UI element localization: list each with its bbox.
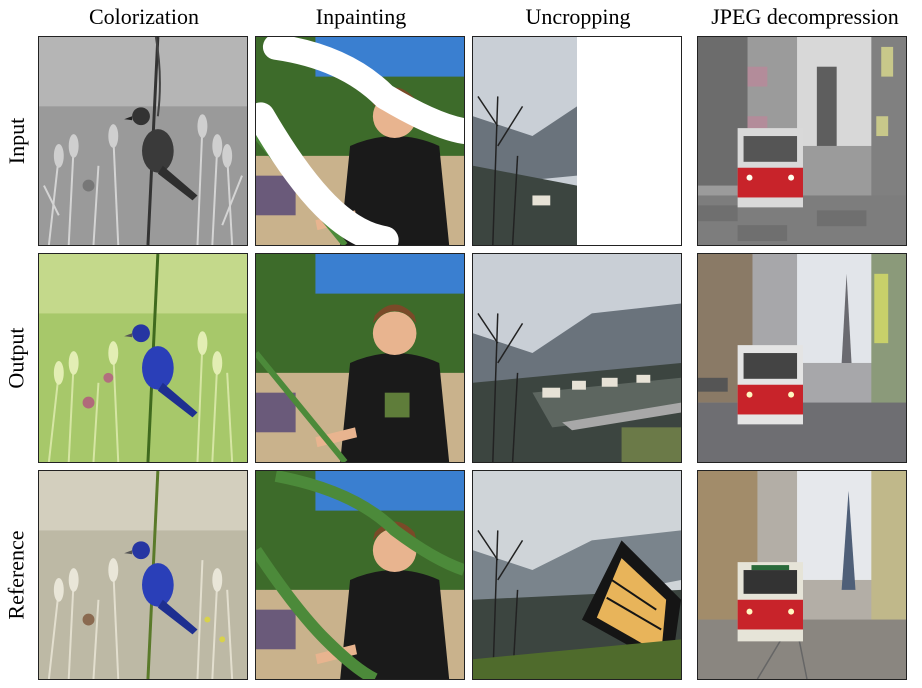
inpainting-input-image (255, 36, 465, 246)
colorization-output-image (38, 253, 248, 463)
inpainting-output-image (255, 253, 465, 463)
jpeg-reference-image (697, 470, 907, 680)
uncropping-output-image (472, 253, 682, 463)
inpainting-reference-image (255, 470, 465, 680)
jpeg-input-image (697, 36, 907, 246)
row-label-reference: Reference (4, 530, 29, 620)
colorization-input-image (38, 36, 248, 246)
jpeg-output-image (697, 253, 907, 463)
column-header-uncropping: Uncropping (525, 4, 631, 29)
column-header-colorization: Colorization (89, 4, 199, 29)
colorization-reference-image (38, 470, 248, 680)
uncropping-reference-image (472, 470, 682, 680)
row-label-output: Output (4, 327, 29, 389)
row-label-input: Input (4, 117, 30, 165)
column-header-inpainting: Inpainting (315, 4, 407, 29)
column-header-jpeg-decompression: JPEG decompression (711, 4, 899, 29)
uncropping-input-image (472, 36, 682, 246)
